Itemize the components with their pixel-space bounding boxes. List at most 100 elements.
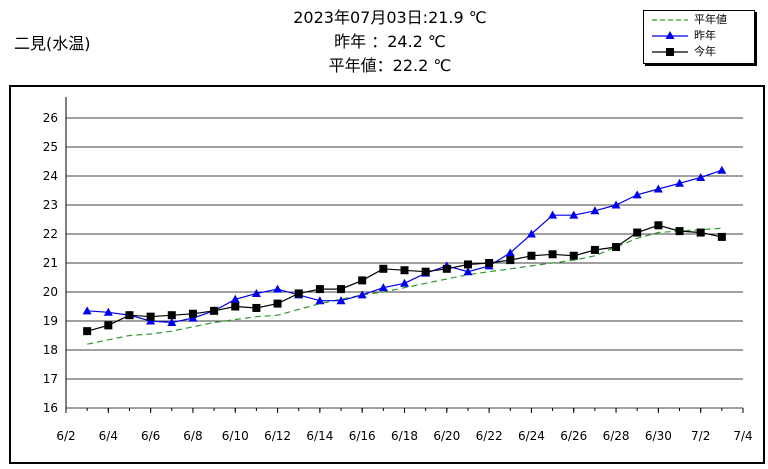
legend-label-this-year: 今年 <box>694 45 716 58</box>
data-point-this-year <box>210 306 219 315</box>
data-point-this-year <box>717 232 726 241</box>
x-tick-label: 6/10 <box>222 429 249 443</box>
data-point-last-year <box>103 307 113 316</box>
y-tick-label: 17 <box>43 372 58 386</box>
data-point-this-year <box>379 264 388 273</box>
x-tick-label: 6/14 <box>306 429 333 443</box>
x-tick-label: 6/30 <box>645 429 672 443</box>
data-point-this-year <box>146 312 155 321</box>
last-year-reading: 昨年 ：24.2 ℃ <box>334 32 446 51</box>
data-point-last-year <box>717 165 727 174</box>
data-point-this-year <box>654 221 663 230</box>
x-tick-label: 6/6 <box>141 429 160 443</box>
data-point-this-year <box>315 285 324 294</box>
legend-label-normal: 平年値 <box>694 13 727 26</box>
data-point-last-year <box>590 206 600 215</box>
legend-item-last-year: 昨年 <box>650 29 750 45</box>
data-point-last-year <box>400 278 409 287</box>
data-point-this-year <box>633 228 642 237</box>
data-point-last-year <box>315 296 325 305</box>
data-point-this-year <box>463 260 472 269</box>
data-point-this-year <box>675 227 684 236</box>
x-tick-label: 6/8 <box>183 429 202 443</box>
x-tick-label: 6/18 <box>391 429 418 443</box>
data-point-this-year <box>188 309 197 318</box>
data-point-last-year <box>357 290 367 299</box>
data-point-this-year <box>506 256 515 265</box>
data-point-this-year <box>569 251 578 260</box>
x-tick-label: 6/16 <box>349 429 376 443</box>
data-point-this-year <box>252 303 261 312</box>
data-point-this-year <box>125 311 134 320</box>
y-tick-label: 22 <box>43 227 58 241</box>
y-tick-label: 20 <box>43 285 58 299</box>
data-point-this-year <box>548 250 557 259</box>
x-tick-label: 6/4 <box>99 429 118 443</box>
data-point-this-year <box>337 285 346 294</box>
series-line-this-year <box>87 224 722 332</box>
legend-square-icon <box>652 48 688 56</box>
data-point-last-year <box>378 283 388 292</box>
data-point-this-year <box>485 259 494 267</box>
x-tick-label: 7/4 <box>733 429 752 443</box>
x-tick-label: 6/26 <box>560 429 587 443</box>
x-tick-label: 6/12 <box>264 429 291 443</box>
data-point-last-year <box>505 248 515 257</box>
series-line-last-year <box>87 169 722 324</box>
data-point-last-year <box>526 229 536 238</box>
legend-label-last-year: 昨年 <box>694 29 716 42</box>
data-point-last-year <box>273 284 283 293</box>
data-point-last-year <box>696 172 706 181</box>
y-tick-label: 25 <box>43 140 58 154</box>
data-point-last-year <box>569 210 579 219</box>
data-point-last-year <box>548 210 558 219</box>
data-point-last-year <box>675 178 685 187</box>
chart-frame: 16 17 18 19 20 21 22 23 24 25 26 6/2 6/4 6/6 6/8 6/10 6/… <box>9 85 765 464</box>
normal-reading: 平年値：22.2 ℃ <box>328 56 452 75</box>
data-point-this-year <box>104 321 113 330</box>
x-tick-label: 6/28 <box>603 429 630 443</box>
x-tick-label: 6/24 <box>518 429 545 443</box>
data-point-last-year <box>653 184 663 193</box>
data-point-last-year <box>611 200 621 209</box>
legend-item-normal: 平年値 <box>650 13 750 29</box>
y-tick-label: 26 <box>43 111 58 125</box>
water-temperature-chart: 16 17 18 19 20 21 22 23 24 25 26 6/2 6/4 6/6 6/8 6/10 6/… <box>43 97 753 443</box>
data-point-last-year <box>251 288 261 297</box>
data-point-this-year <box>527 251 536 260</box>
y-tick-label: 19 <box>43 314 58 328</box>
data-point-last-year <box>336 296 346 305</box>
data-point-this-year <box>696 228 705 237</box>
summary-header: 2023年07月03日:21.9 ℃ 昨年 ：24.2 ℃ 平年値：22.2 ℃ <box>262 6 518 78</box>
x-tick-label: 7/2 <box>691 429 710 443</box>
data-point-this-year <box>590 245 599 254</box>
data-point-last-year <box>463 267 473 276</box>
data-point-this-year <box>358 276 367 285</box>
data-point-this-year <box>231 302 240 311</box>
chart-legend: 平年値 昨年 今年 <box>643 10 755 64</box>
y-tick-label: 24 <box>43 169 58 183</box>
y-tick-label: 16 <box>43 401 58 415</box>
y-tick-label: 21 <box>43 256 58 270</box>
data-point-last-year <box>632 190 642 199</box>
y-tick-label: 23 <box>43 198 58 212</box>
legend-dashed-line-icon <box>652 19 688 21</box>
data-point-this-year <box>294 289 303 298</box>
data-point-this-year <box>83 327 92 336</box>
y-tick-label: 18 <box>43 343 58 357</box>
series-line-normal <box>87 227 722 345</box>
data-point-last-year <box>82 306 92 315</box>
data-point-this-year <box>442 264 451 273</box>
data-point-this-year <box>167 311 176 320</box>
current-reading: 2023年07月03日:21.9 ℃ <box>293 8 487 27</box>
data-point-this-year <box>400 266 409 275</box>
data-point-last-year <box>167 317 177 326</box>
station-name: 二見(水温) <box>14 34 91 53</box>
legend-triangle-icon <box>652 31 688 39</box>
data-point-this-year <box>421 267 430 276</box>
legend-item-this-year: 今年 <box>650 45 750 61</box>
data-point-this-year <box>273 299 282 308</box>
data-point-this-year <box>612 243 621 252</box>
x-tick-label: 6/2 <box>56 429 75 443</box>
data-point-last-year <box>230 294 240 303</box>
